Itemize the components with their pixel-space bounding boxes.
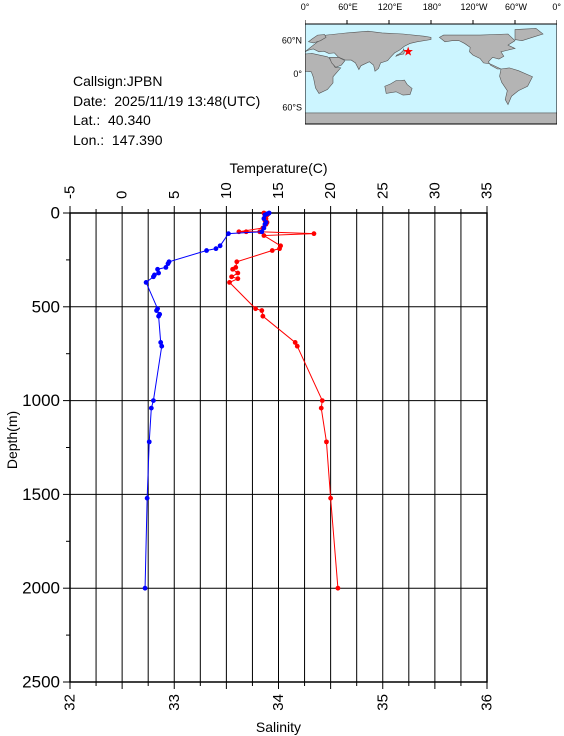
location-map [305,20,557,125]
salinity-data-point [155,266,160,272]
map-landmass [395,48,405,57]
map-landmass [329,57,346,68]
depth-tick-label: 2000 [22,579,60,598]
temperature-data-point [229,274,234,280]
temperature-data-point [311,231,317,237]
temperature-axis-label: Temperature(C) [229,160,327,176]
map-longitude-label: 120°W [460,2,488,12]
temperature-data-point [335,585,341,591]
map-latitude-label: 60°S [282,102,302,112]
salinity-data-point [144,495,150,501]
salinity-data-point [213,246,219,252]
temperature-tick-label: 0 [114,191,131,199]
salinity-axis-label: Salinity [256,719,301,735]
depth-tick-label: 2500 [22,673,60,692]
salinity-data-point [148,405,154,411]
temperature-tick-label: 20 [322,182,339,199]
map-latitude-label: 60°N [282,36,302,46]
salinity-data-point [156,270,162,276]
salinity-data-point [261,225,267,231]
station-info: Callsign:JPBN Date: 2025/11/19 13:48(UTC… [73,72,260,150]
temperature-data-point [294,343,300,349]
map-landmass [514,28,544,41]
salinity-tick-label: 32 [62,694,79,711]
temperature-data-point [230,266,236,272]
salinity-data-point [165,261,171,267]
temperature-data-point [277,246,282,252]
temperature-tick-label: -5 [62,186,79,199]
map-longitude-label: 0° [552,2,561,12]
depth-tick-label: 1000 [22,391,60,410]
salinity-data-point [262,221,268,227]
temperature-data-point [235,276,241,282]
temperature-tick-label: 30 [426,182,443,199]
salinity-data-point [151,398,156,403]
map-landmass [499,67,533,106]
temperature-tick-label: 35 [479,182,496,199]
depth-tick-label: 1500 [22,485,60,504]
temperature-data-point [318,405,324,411]
temperature-data-point [259,308,265,313]
salinity-tick-label: 35 [374,694,391,711]
station-marker-star-icon [403,46,413,56]
depth-axis-label: Depth(m) [4,411,20,469]
temperature-tick-label: 10 [218,182,235,199]
salinity-data-point [142,585,148,591]
salinity-data-point [163,265,169,270]
temperature-data-point [253,306,258,312]
temperature-tick-label: 25 [374,182,391,199]
map-latitude-label: 0° [293,69,302,79]
temperature-data-point [319,398,325,403]
map-landmass [438,33,516,70]
map-longitude-label: 60°W [505,2,528,12]
temperature-tick-label: 5 [166,191,183,199]
salinity-data-point [159,343,165,349]
map-longitude-label: 120°E [378,2,403,12]
salinity-data-point [217,243,223,249]
salinity-data-point [204,248,209,253]
map-landmass [307,34,327,44]
temperature-data-point [227,280,232,285]
map-landmass [384,79,413,96]
salinity-data-point [259,229,265,235]
salinity-data-point [146,439,152,445]
map-landmass [305,30,432,72]
map-longitude-label: 0° [301,2,310,12]
salinity-data-point [261,216,267,222]
callsign-text: Callsign:JPBN [73,73,163,89]
temperature-data-point [269,248,275,253]
longitude-text: Lon.: 147.390 [73,131,163,148]
map-longitude-label: 60°E [338,2,358,12]
temperature-tick-label: 15 [270,182,287,199]
salinity-data-point [151,274,156,280]
latitude-text: Lat.: 40.340 [73,112,151,128]
salinity-data-point [154,308,159,313]
salinity-data-point [143,280,149,285]
temperature-data-point [292,340,298,345]
depth-tick-label: 500 [32,297,60,316]
map-longitude-label: 180° [423,2,442,12]
temperature-data-point [260,313,266,319]
temperature-data-point [234,259,240,265]
date-text: Date: 2025/11/19 13:48(UTC) [73,92,261,109]
temperature-data-point [328,495,334,501]
temperature-data-point [261,233,267,238]
salinity-data-point [156,313,162,319]
temperature-data-point [243,229,249,235]
salinity-data-point [158,340,164,345]
depth-tick-label: 0 [51,204,60,223]
salinity-tick-label: 33 [166,694,183,711]
salinity-data-point [262,212,268,218]
salinity-data-point [226,231,231,237]
temperature-data-point [235,270,241,276]
temperature-data-point [324,439,329,445]
salinity-tick-label: 36 [479,694,496,711]
salinity-tick-label: 34 [270,694,287,711]
